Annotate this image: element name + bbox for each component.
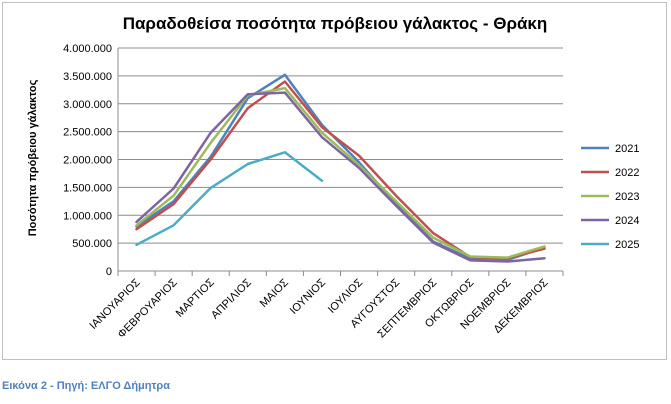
y-tick-label: 2.500.000 [63, 127, 112, 139]
series-line-2025 [135, 151, 324, 247]
x-tick-label: ΙΟΥΝΙΟΣ [288, 276, 328, 316]
line-chart: Παραδοθείσα ποσότητα πρόβειου γάλακτος -… [27, 14, 639, 341]
y-tick-label: 4.000.000 [63, 43, 112, 55]
y-tick-label: 1.500.000 [63, 182, 112, 194]
y-tick-label: 500.000 [72, 238, 112, 250]
x-tick-label: ΜΑΙΟΣ [258, 277, 291, 310]
legend-label-2021: 2021 [615, 143, 639, 155]
chart-frame: Παραδοθείσα ποσότητα πρόβειου γάλακτος -… [2, 2, 667, 360]
x-tick-label: ΑΠΡΙΛΙΟΣ [209, 276, 254, 321]
legend-label-2025: 2025 [615, 239, 639, 251]
series-line-2024 [135, 91, 546, 263]
axes: 0 500.000 1.000.000 1.500.000 2.000.000 2.500… [63, 43, 564, 341]
y-tick-label: 0 [106, 266, 112, 278]
legend: 2021 2022 2023 2024 2025 [581, 143, 639, 251]
series-line-2021 [135, 73, 546, 262]
legend-label-2024: 2024 [615, 215, 639, 227]
y-tick-label: 2.000.000 [63, 155, 112, 167]
y-tick-label: 1.000.000 [63, 210, 112, 222]
series-line-2023 [135, 86, 546, 259]
y-tick-label: 3.500.000 [63, 71, 112, 83]
series-lines [135, 73, 546, 263]
legend-label-2023: 2023 [615, 191, 639, 203]
y-tick-label: 3.000.000 [63, 99, 112, 111]
y-axis-label: Ποσότητα πρόβειου γάλακτος [27, 79, 39, 236]
chart-title: Παραδοθείσα ποσότητα πρόβειου γάλακτος -… [123, 14, 548, 33]
figure-caption: Εικόνα 2 - Πηγή: ΕΛΓΟ Δήμητρα [2, 380, 170, 392]
legend-label-2022: 2022 [615, 167, 639, 179]
series-line-2022 [135, 80, 546, 260]
